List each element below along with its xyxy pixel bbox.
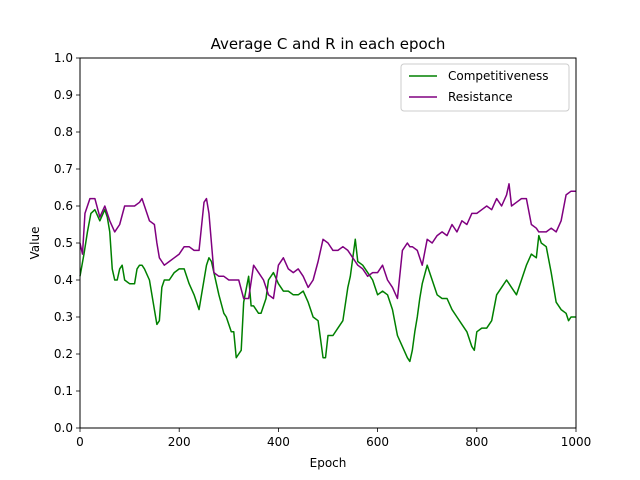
series-layer [79,183,576,363]
legend-box [400,63,570,112]
chart-title: Average C and R in each epoch [211,35,446,53]
x-tick-label: 800 [465,435,488,449]
y-tick-label: 1.0 [54,51,73,65]
y-tick-label: 0.8 [54,125,73,139]
y-tick-label: 0.9 [54,88,73,102]
x-tick-label: 600 [366,435,389,449]
y-tick-label: 0.5 [54,236,73,250]
y-axis-label: Value [28,227,42,260]
x-tick-label: 400 [267,435,290,449]
series-line-resistance [79,183,576,300]
y-axis-ticks: 0.0 0.1 0.2 0.3 0.4 0.5 0.6 0.7 0.8 0.9 1.0 [54,51,80,435]
y-tick-label: 0.1 [54,384,73,398]
y-tick-label: 0.3 [54,310,73,324]
y-tick-label: 0.7 [54,162,73,176]
x-tick-label: 1000 [561,435,592,449]
y-tick-label: 0.4 [54,273,73,287]
legend: Competitiveness Resistance [400,63,570,112]
y-tick-label: 0.6 [54,199,73,213]
x-tick-label: 0 [76,435,84,449]
series-line-competitiveness [79,208,576,363]
x-axis-label: Epoch [310,456,347,470]
plot-frame [79,57,577,429]
legend-label-competitiveness: Competitiveness [448,69,548,83]
x-axis-ticks: 0 200 400 600 800 1000 [76,428,591,449]
x-tick-label: 200 [168,435,191,449]
y-tick-label: 0.2 [54,347,73,361]
legend-label-resistance: Resistance [448,90,513,104]
y-tick-label: 0.0 [54,421,73,435]
